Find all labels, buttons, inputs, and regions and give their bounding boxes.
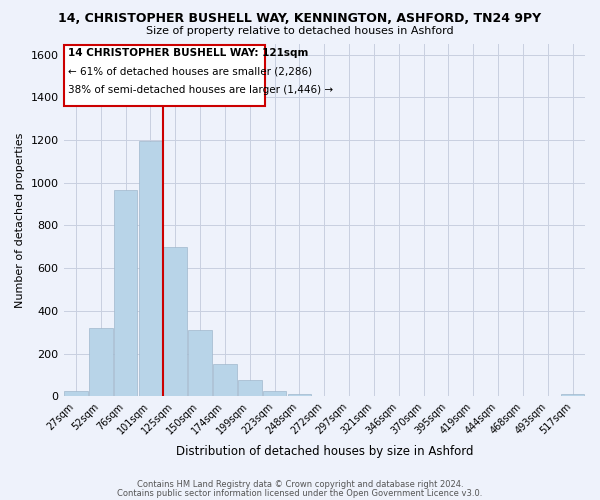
Bar bbox=[188, 330, 212, 396]
FancyBboxPatch shape bbox=[64, 45, 265, 106]
Bar bbox=[561, 394, 584, 396]
Bar bbox=[163, 247, 187, 396]
X-axis label: Distribution of detached houses by size in Ashford: Distribution of detached houses by size … bbox=[176, 444, 473, 458]
Text: Size of property relative to detached houses in Ashford: Size of property relative to detached ho… bbox=[146, 26, 454, 36]
Y-axis label: Number of detached properties: Number of detached properties bbox=[15, 132, 25, 308]
Bar bbox=[114, 190, 137, 396]
Text: 14, CHRISTOPHER BUSHELL WAY, KENNINGTON, ASHFORD, TN24 9PY: 14, CHRISTOPHER BUSHELL WAY, KENNINGTON,… bbox=[58, 12, 542, 26]
Bar bbox=[213, 364, 237, 396]
Text: Contains HM Land Registry data © Crown copyright and database right 2024.: Contains HM Land Registry data © Crown c… bbox=[137, 480, 463, 489]
Bar bbox=[238, 380, 262, 396]
Text: ← 61% of detached houses are smaller (2,286): ← 61% of detached houses are smaller (2,… bbox=[68, 66, 312, 76]
Bar bbox=[89, 328, 113, 396]
Bar bbox=[287, 394, 311, 396]
Bar bbox=[263, 390, 286, 396]
Bar bbox=[64, 390, 88, 396]
Text: Contains public sector information licensed under the Open Government Licence v3: Contains public sector information licen… bbox=[118, 488, 482, 498]
Text: 38% of semi-detached houses are larger (1,446) →: 38% of semi-detached houses are larger (… bbox=[68, 84, 333, 94]
Bar bbox=[139, 140, 162, 396]
Text: 14 CHRISTOPHER BUSHELL WAY: 121sqm: 14 CHRISTOPHER BUSHELL WAY: 121sqm bbox=[68, 48, 308, 58]
